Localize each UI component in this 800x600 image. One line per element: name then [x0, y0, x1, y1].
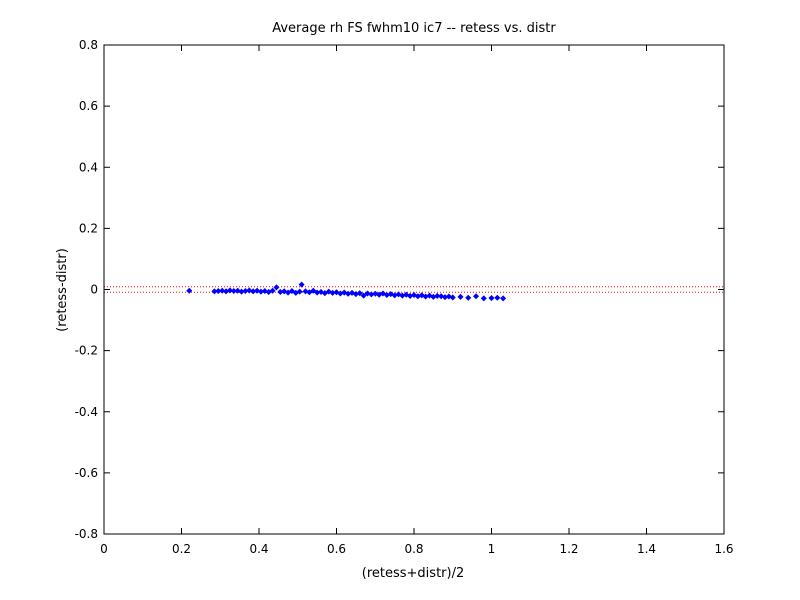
axis-ticks [103, 44, 725, 535]
data-point [418, 292, 425, 299]
chart-title: Average rh FS fwhm10 ic7 -- retess vs. d… [272, 21, 556, 36]
data-point [434, 292, 441, 299]
data-point [261, 288, 268, 295]
data-point [298, 281, 305, 288]
data-points [186, 281, 507, 302]
data-point [348, 289, 356, 296]
x-tick-label: 0.6 [327, 542, 346, 556]
data-point [457, 293, 464, 300]
data-point [186, 287, 193, 294]
data-point [449, 294, 456, 301]
x-axis-label: (retess+distr)/2 [362, 566, 464, 581]
data-point [310, 287, 317, 294]
data-point [302, 288, 309, 295]
data-point [246, 287, 253, 294]
data-point [226, 287, 233, 294]
data-point [480, 295, 487, 302]
y-tick-label: 0.6 [79, 99, 98, 113]
data-point [281, 288, 288, 295]
x-tick-label: 1.6 [714, 542, 733, 556]
x-tick-label: 0.8 [404, 542, 423, 556]
y-tick-label: 0 [90, 283, 98, 297]
data-point [219, 287, 226, 294]
y-tick-label: 0.2 [79, 221, 98, 235]
data-point [273, 284, 280, 291]
data-point [465, 294, 472, 301]
data-point [494, 294, 501, 301]
data-point [403, 291, 410, 298]
data-point [488, 295, 495, 302]
x-tick-label: 1 [488, 542, 496, 556]
x-tick-label: 0.4 [249, 542, 268, 556]
data-point [438, 293, 445, 300]
reference-lines [104, 286, 724, 293]
data-point [269, 287, 276, 294]
data-point [333, 289, 340, 296]
y-tick-label: 0.4 [79, 160, 98, 174]
data-point [372, 290, 379, 297]
y-tick-label: -0.8 [75, 527, 98, 541]
data-point [500, 295, 507, 302]
tick-labels: 0 0.2 0.4 0.6 0.8 1 1.2 1.4 1.6 -0.8 -0.6 -0.4 -0.2 0… [75, 38, 734, 556]
y-axis-label: (retess-distr) [55, 248, 70, 332]
data-point [472, 293, 480, 300]
y-tick-label: -0.2 [75, 344, 98, 358]
x-tick-label: 1.2 [559, 542, 578, 556]
y-tick-label: -0.4 [75, 405, 98, 419]
data-point [360, 292, 367, 299]
x-tick-label: 0.2 [172, 542, 191, 556]
data-point [234, 287, 241, 294]
data-point [356, 290, 363, 297]
data-point [288, 288, 295, 295]
x-tick-label: 0 [100, 542, 108, 556]
data-point [296, 288, 303, 295]
data-point [254, 287, 261, 294]
y-tick-label: 0.8 [79, 38, 98, 52]
plot-frame [103, 44, 725, 535]
x-tick-label: 1.4 [637, 542, 656, 556]
y-tick-label: -0.6 [75, 466, 98, 480]
